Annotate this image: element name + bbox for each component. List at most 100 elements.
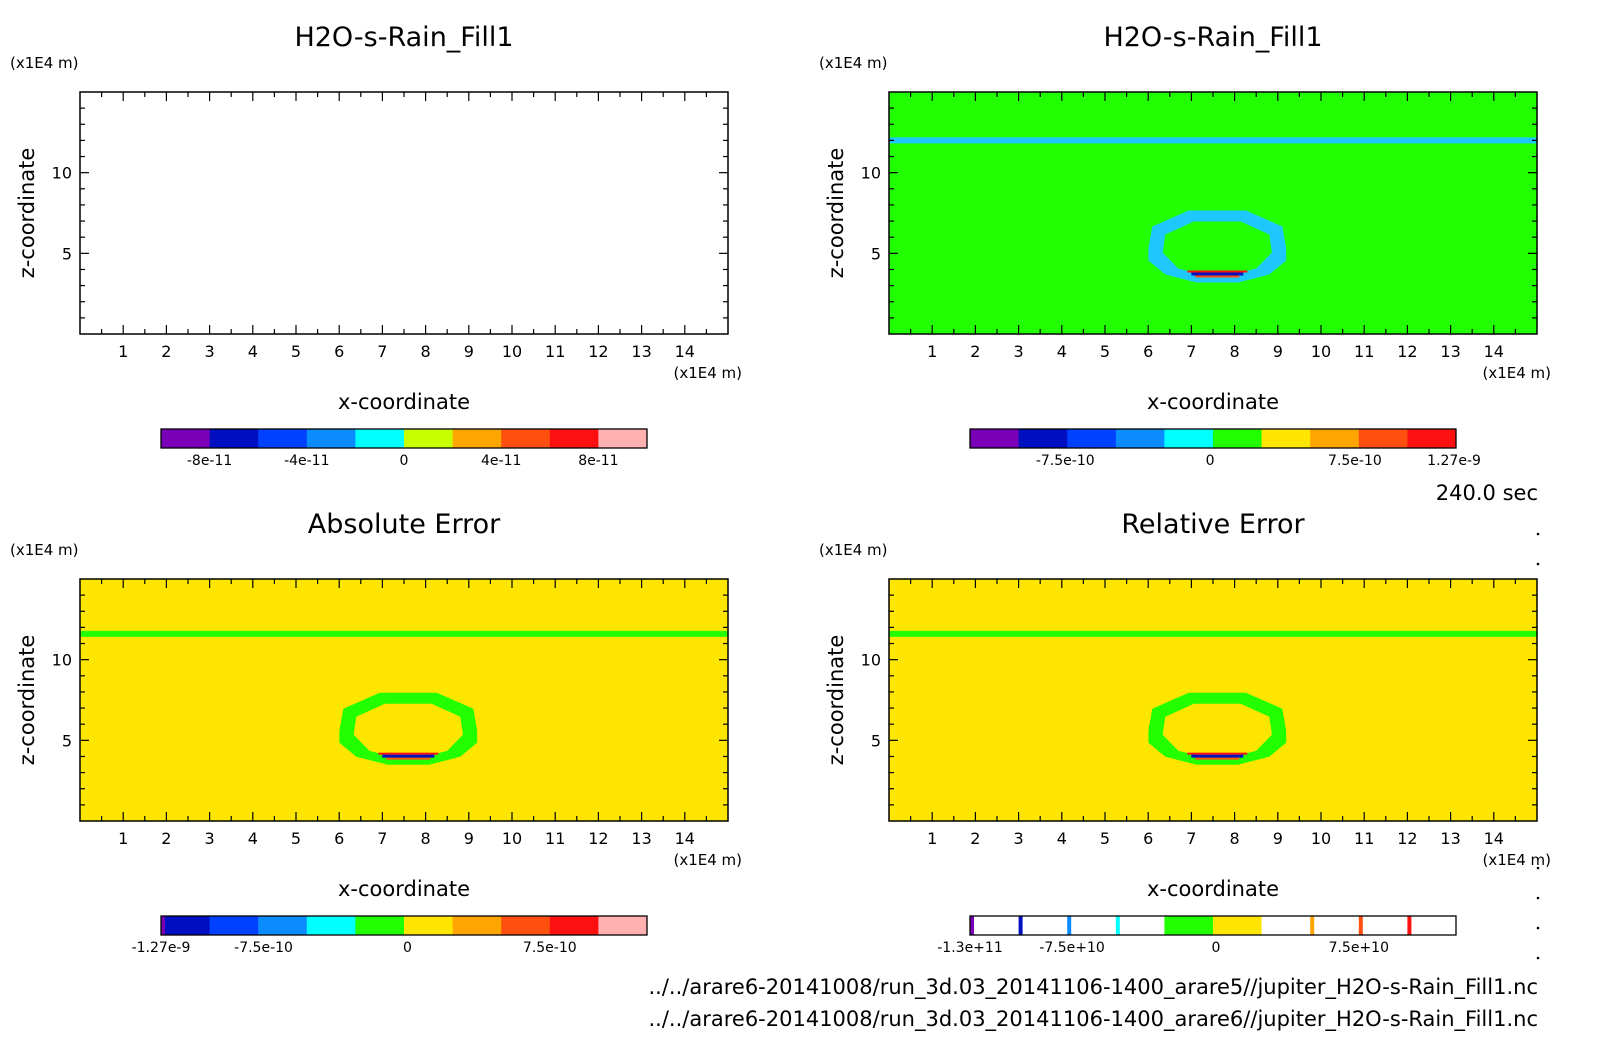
colorbar-swatch [258,429,308,448]
x-axis-unit: (x1E4 m) [1482,364,1551,382]
y-tick-label: 10 [861,651,881,670]
colorbar-edge-stub [1310,916,1315,935]
colorbar-swatch [1164,916,1214,935]
x-tick-label: 7 [1186,829,1196,848]
dipole-red-upper [1187,752,1248,755]
x-tick-label: 3 [205,829,215,848]
x-tick-label: 1 [927,342,937,361]
colorbar-swatch [549,429,599,448]
colorbar-swatch [306,429,356,448]
colorbar-label: -4e-11 [284,453,329,469]
dipole-blue [1191,272,1244,276]
y-axis-unit: (x1E4 m) [10,541,79,559]
y-axis-title: z-coordinate [15,148,39,279]
x-tick-label: 8 [421,829,431,848]
x-axis-title: x-coordinate [1147,877,1279,901]
colorbar-label: -7.5e-10 [234,940,293,956]
dipole-blue [1191,754,1244,758]
chart-panel-3: Absolute Error (x1E4 m) (x1E4 m) x-coordina… [10,509,742,956]
dipole-red-upper [1187,270,1248,273]
colorbar-frame [160,915,648,936]
ring-inner [1162,221,1272,275]
plot-field [889,579,1537,821]
colorbar-swatch [161,916,211,935]
horizontal-band [80,630,728,637]
x-tick-label: 10 [1311,342,1331,361]
colorbar-swatch [404,429,454,448]
x-tick-label: 12 [1397,342,1417,361]
chart-title: Absolute Error [308,509,501,540]
x-tick-label: 12 [588,342,608,361]
colorbar-edge-stub [1115,916,1120,935]
x-tick-label: 14 [675,342,695,361]
colorbar-edge-stub [1407,916,1412,935]
colorbar-swatch [355,916,405,935]
colorbar-swatch [1067,916,1117,935]
x-tick-label: 4 [1057,829,1067,848]
x-tick-label: 11 [545,829,565,848]
x-tick-label: 13 [631,829,651,848]
colorbar-swatch [1358,916,1408,935]
colorbar-label: 8e-11 [578,453,618,469]
x-axis-title: x-coordinate [1147,390,1279,414]
chart-title: H2O-s-Rain_Fill1 [1103,22,1322,53]
horizontal-band [889,137,1537,144]
x-axis-unit: (x1E4 m) [673,364,742,382]
stray-dots [1536,532,1540,960]
x-tick-label: 11 [545,342,565,361]
x-tick-label: 6 [1143,829,1153,848]
colorbar-swatch [549,916,599,935]
y-tick-label: 5 [62,731,72,750]
x-tick-label: 2 [970,342,980,361]
colorbar-swatch [161,429,211,448]
ring-inner [1162,703,1272,757]
colorbar-swatch [1018,429,1068,448]
colorbar-frame [160,428,648,449]
x-tick-label: 10 [1311,829,1331,848]
x-tick-label: 11 [1354,342,1374,361]
y-tick-label: 5 [871,731,881,750]
x-tick-label: 3 [1014,342,1024,361]
colorbar-swatch [355,429,405,448]
colorbar-edge-stub [1067,916,1072,935]
plot-background [80,92,728,334]
x-tick-label: 3 [205,342,215,361]
colorbar-swatch [209,916,259,935]
x-tick-label: 9 [464,342,474,361]
x-tick-label: 14 [1484,829,1504,848]
colorbar-swatch [404,916,454,935]
colorbar-swatch [306,916,356,935]
x-tick-label: 5 [1100,829,1110,848]
x-tick-label: 5 [291,342,301,361]
x-tick-label: 12 [588,829,608,848]
y-axis-title: z-coordinate [824,635,848,766]
x-tick-label: 1 [118,829,128,848]
x-tick-label: 1 [118,342,128,361]
colorbar-label: 0 [1206,453,1215,469]
colorbar-swatch [501,916,551,935]
colorbar-swatch [598,429,648,448]
colorbar-label: -1.3e+11 [937,940,1002,956]
x-tick-label: 4 [1057,342,1067,361]
chart-title: H2O-s-Rain_Fill1 [294,22,513,53]
x-tick-label: 2 [161,342,171,361]
x-tick-label: 9 [1273,342,1283,361]
x-tick-label: 10 [502,829,522,848]
plot-field [80,92,728,334]
colorbar-swatch [1067,429,1117,448]
colorbar-frame [969,915,1457,936]
colorbar-swatch [258,916,308,935]
x-tick-label: 6 [334,829,344,848]
colorbar-label: 7.5e-10 [1328,453,1382,469]
colorbar-edge-stub [970,916,974,935]
x-tick-label: 7 [377,342,387,361]
x-tick-label: 13 [1440,342,1460,361]
colorbar-swatch [501,429,551,448]
dipole-red-upper [378,752,439,755]
y-axis-title: z-coordinate [15,635,39,766]
colorbar-swatch [1261,429,1311,448]
colorbar-label: -1.27e-9 [132,940,191,956]
x-tick-label: 8 [1230,829,1240,848]
dipole-red-lower [1195,757,1240,760]
